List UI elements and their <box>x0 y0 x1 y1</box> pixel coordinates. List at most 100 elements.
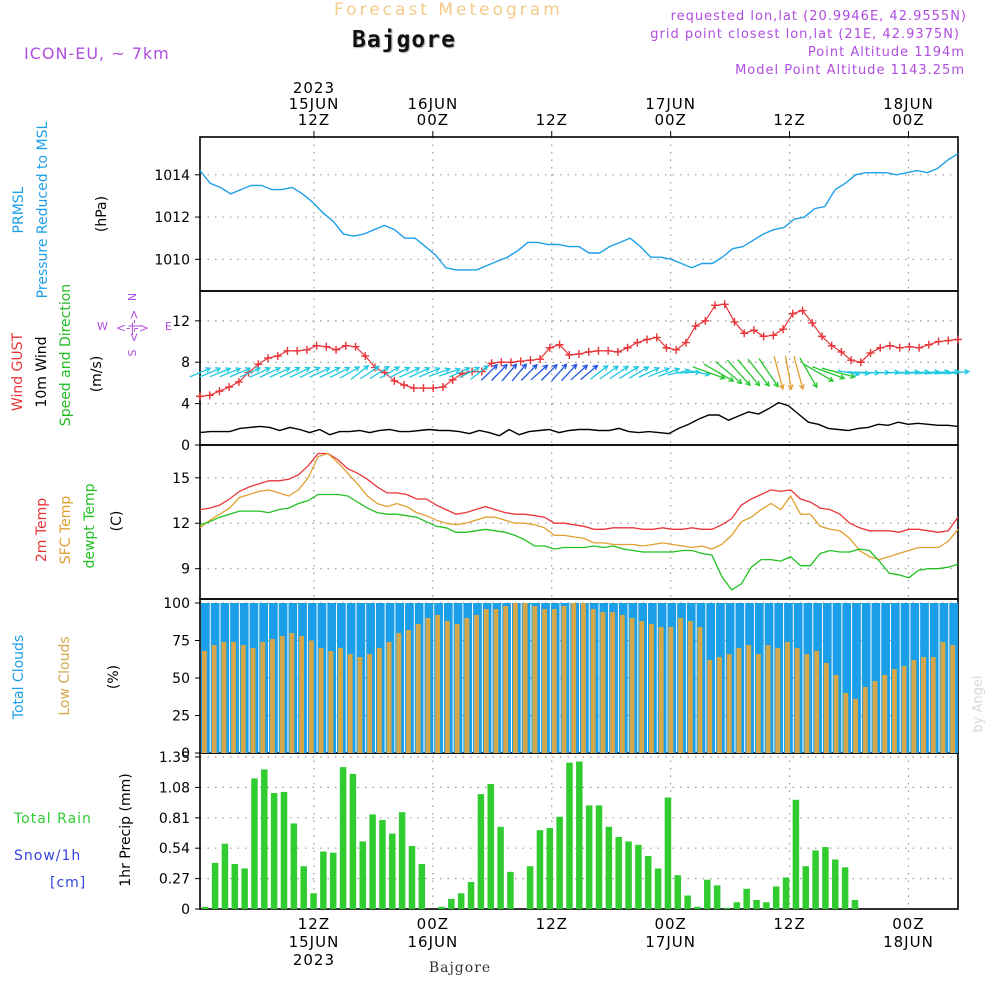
low-cloud-bar <box>843 693 849 753</box>
wind-direction-arrow <box>589 364 609 380</box>
gust-point-marker <box>594 346 603 355</box>
low-cloud-bar <box>474 615 479 753</box>
low-cloud-bar <box>921 657 926 753</box>
low-cloud-bar <box>590 609 596 753</box>
wind-direction-arrow <box>239 367 262 378</box>
time-label-top: 2023 <box>293 79 335 97</box>
wind-direction-arrow <box>703 363 735 382</box>
rain-bar <box>359 841 367 909</box>
wind-direction-arrow <box>758 358 779 388</box>
low-cloud-bar <box>610 612 616 753</box>
low-cloud-bar <box>794 648 800 753</box>
low-cloud-bar <box>678 618 684 753</box>
gust-point-marker <box>672 345 681 354</box>
temperature-ytick-label: 12 <box>172 516 190 532</box>
gust-point-marker <box>361 352 370 361</box>
low-cloud-bar <box>882 675 888 753</box>
rain-bar <box>782 877 790 909</box>
low-cloud-bar <box>347 654 353 753</box>
low-cloud-bar <box>707 660 713 753</box>
low-cloud-bar <box>561 606 567 753</box>
wind-direction-arrow <box>279 366 301 378</box>
compass-north: N <box>126 293 139 301</box>
time-label-bottom: 16JUN <box>407 933 458 951</box>
gust-point-marker <box>565 351 574 359</box>
rain-bar <box>251 778 258 909</box>
low-cloud-bar <box>406 630 411 753</box>
low-cloud-bar <box>891 669 897 753</box>
low-cloud-bar <box>270 639 275 753</box>
time-label-bottom: 12Z <box>298 915 330 933</box>
low-cloud-bar <box>415 624 421 753</box>
time-label-top: 12Z <box>298 111 330 129</box>
rain-bar <box>408 845 416 909</box>
gust-point-marker <box>711 301 720 310</box>
time-label-bottom: 17JUN <box>645 933 696 951</box>
location-title: Bajgore <box>352 27 456 53</box>
low-cloud-bar <box>687 621 693 753</box>
low-cloud-bar <box>600 612 606 753</box>
time-label-top: 16JUN <box>407 95 458 113</box>
wind-direction-arrow <box>897 369 921 376</box>
rain-bar <box>851 899 859 909</box>
gust-point-marker <box>419 384 428 393</box>
low-cloud-bar <box>367 654 373 753</box>
wind-direction-arrow <box>480 364 499 381</box>
temp-unit: (C) <box>109 511 125 532</box>
pressure-unit: (hPa) <box>94 196 110 232</box>
gust-point-marker <box>448 375 457 384</box>
precip-ytick-label: 0.27 <box>159 872 190 888</box>
time-label-top: 00Z <box>417 111 449 129</box>
precip-unit: 1hr Precip (mm) <box>118 773 134 886</box>
rain-bar <box>802 866 809 909</box>
low-cloud-bar <box>202 651 207 753</box>
wind-direction-arrow <box>551 363 568 382</box>
clouds-ytick-label: 0 <box>181 746 190 762</box>
compass-arrows: <-|-> <box>116 321 149 335</box>
rain-bar <box>241 868 248 909</box>
low-cloud-bar <box>386 642 392 753</box>
wind-direction-arrow <box>648 367 671 378</box>
rain-bar <box>536 830 544 909</box>
gust-point-marker <box>720 300 729 309</box>
gust-point-marker <box>526 356 535 365</box>
temperature-ytick-label: 9 <box>181 562 190 578</box>
rain-bar <box>546 827 554 909</box>
wind-direction-arrow <box>259 366 282 378</box>
wind-direction-arrow <box>501 363 518 382</box>
gust-point-marker <box>934 337 943 346</box>
low-cloud-bar <box>658 627 664 753</box>
gust-point-marker <box>885 341 894 350</box>
wind-unit: (m/s) <box>89 356 105 393</box>
rain-bar <box>211 862 219 909</box>
low-cloud-bar <box>435 615 441 753</box>
wind-direction-arrow <box>269 366 291 378</box>
wind-direction-arrow <box>599 365 620 380</box>
gust-point-marker <box>788 309 797 318</box>
low-cloud-bar <box>736 648 742 753</box>
gust-point-marker <box>322 342 331 351</box>
rain-label: Total Rain <box>13 811 92 827</box>
low-cloud-bar <box>454 624 460 753</box>
low-cloud-bar <box>483 609 489 753</box>
gust-point-marker <box>429 384 438 393</box>
low-cloud-bar <box>289 633 295 753</box>
time-label-top: 12Z <box>536 111 568 129</box>
low-cloud-bar <box>299 636 305 753</box>
rain-bar <box>733 902 741 909</box>
rain-bar <box>595 805 603 909</box>
low-cloud-bar <box>726 654 732 753</box>
rain-bar <box>576 761 583 909</box>
low-cloud-bar <box>318 648 324 753</box>
rain-bar <box>379 820 386 909</box>
wind-dir-label: Speed and Direction <box>58 284 74 426</box>
gust-point-marker <box>604 346 613 355</box>
low-cloud-bar <box>746 645 752 753</box>
time-label-top: 00Z <box>892 111 924 129</box>
gust-point-marker <box>332 345 341 354</box>
low-cloud-bar <box>551 609 557 753</box>
low-cloud-bar <box>522 603 528 753</box>
gust-point-marker <box>827 341 836 350</box>
